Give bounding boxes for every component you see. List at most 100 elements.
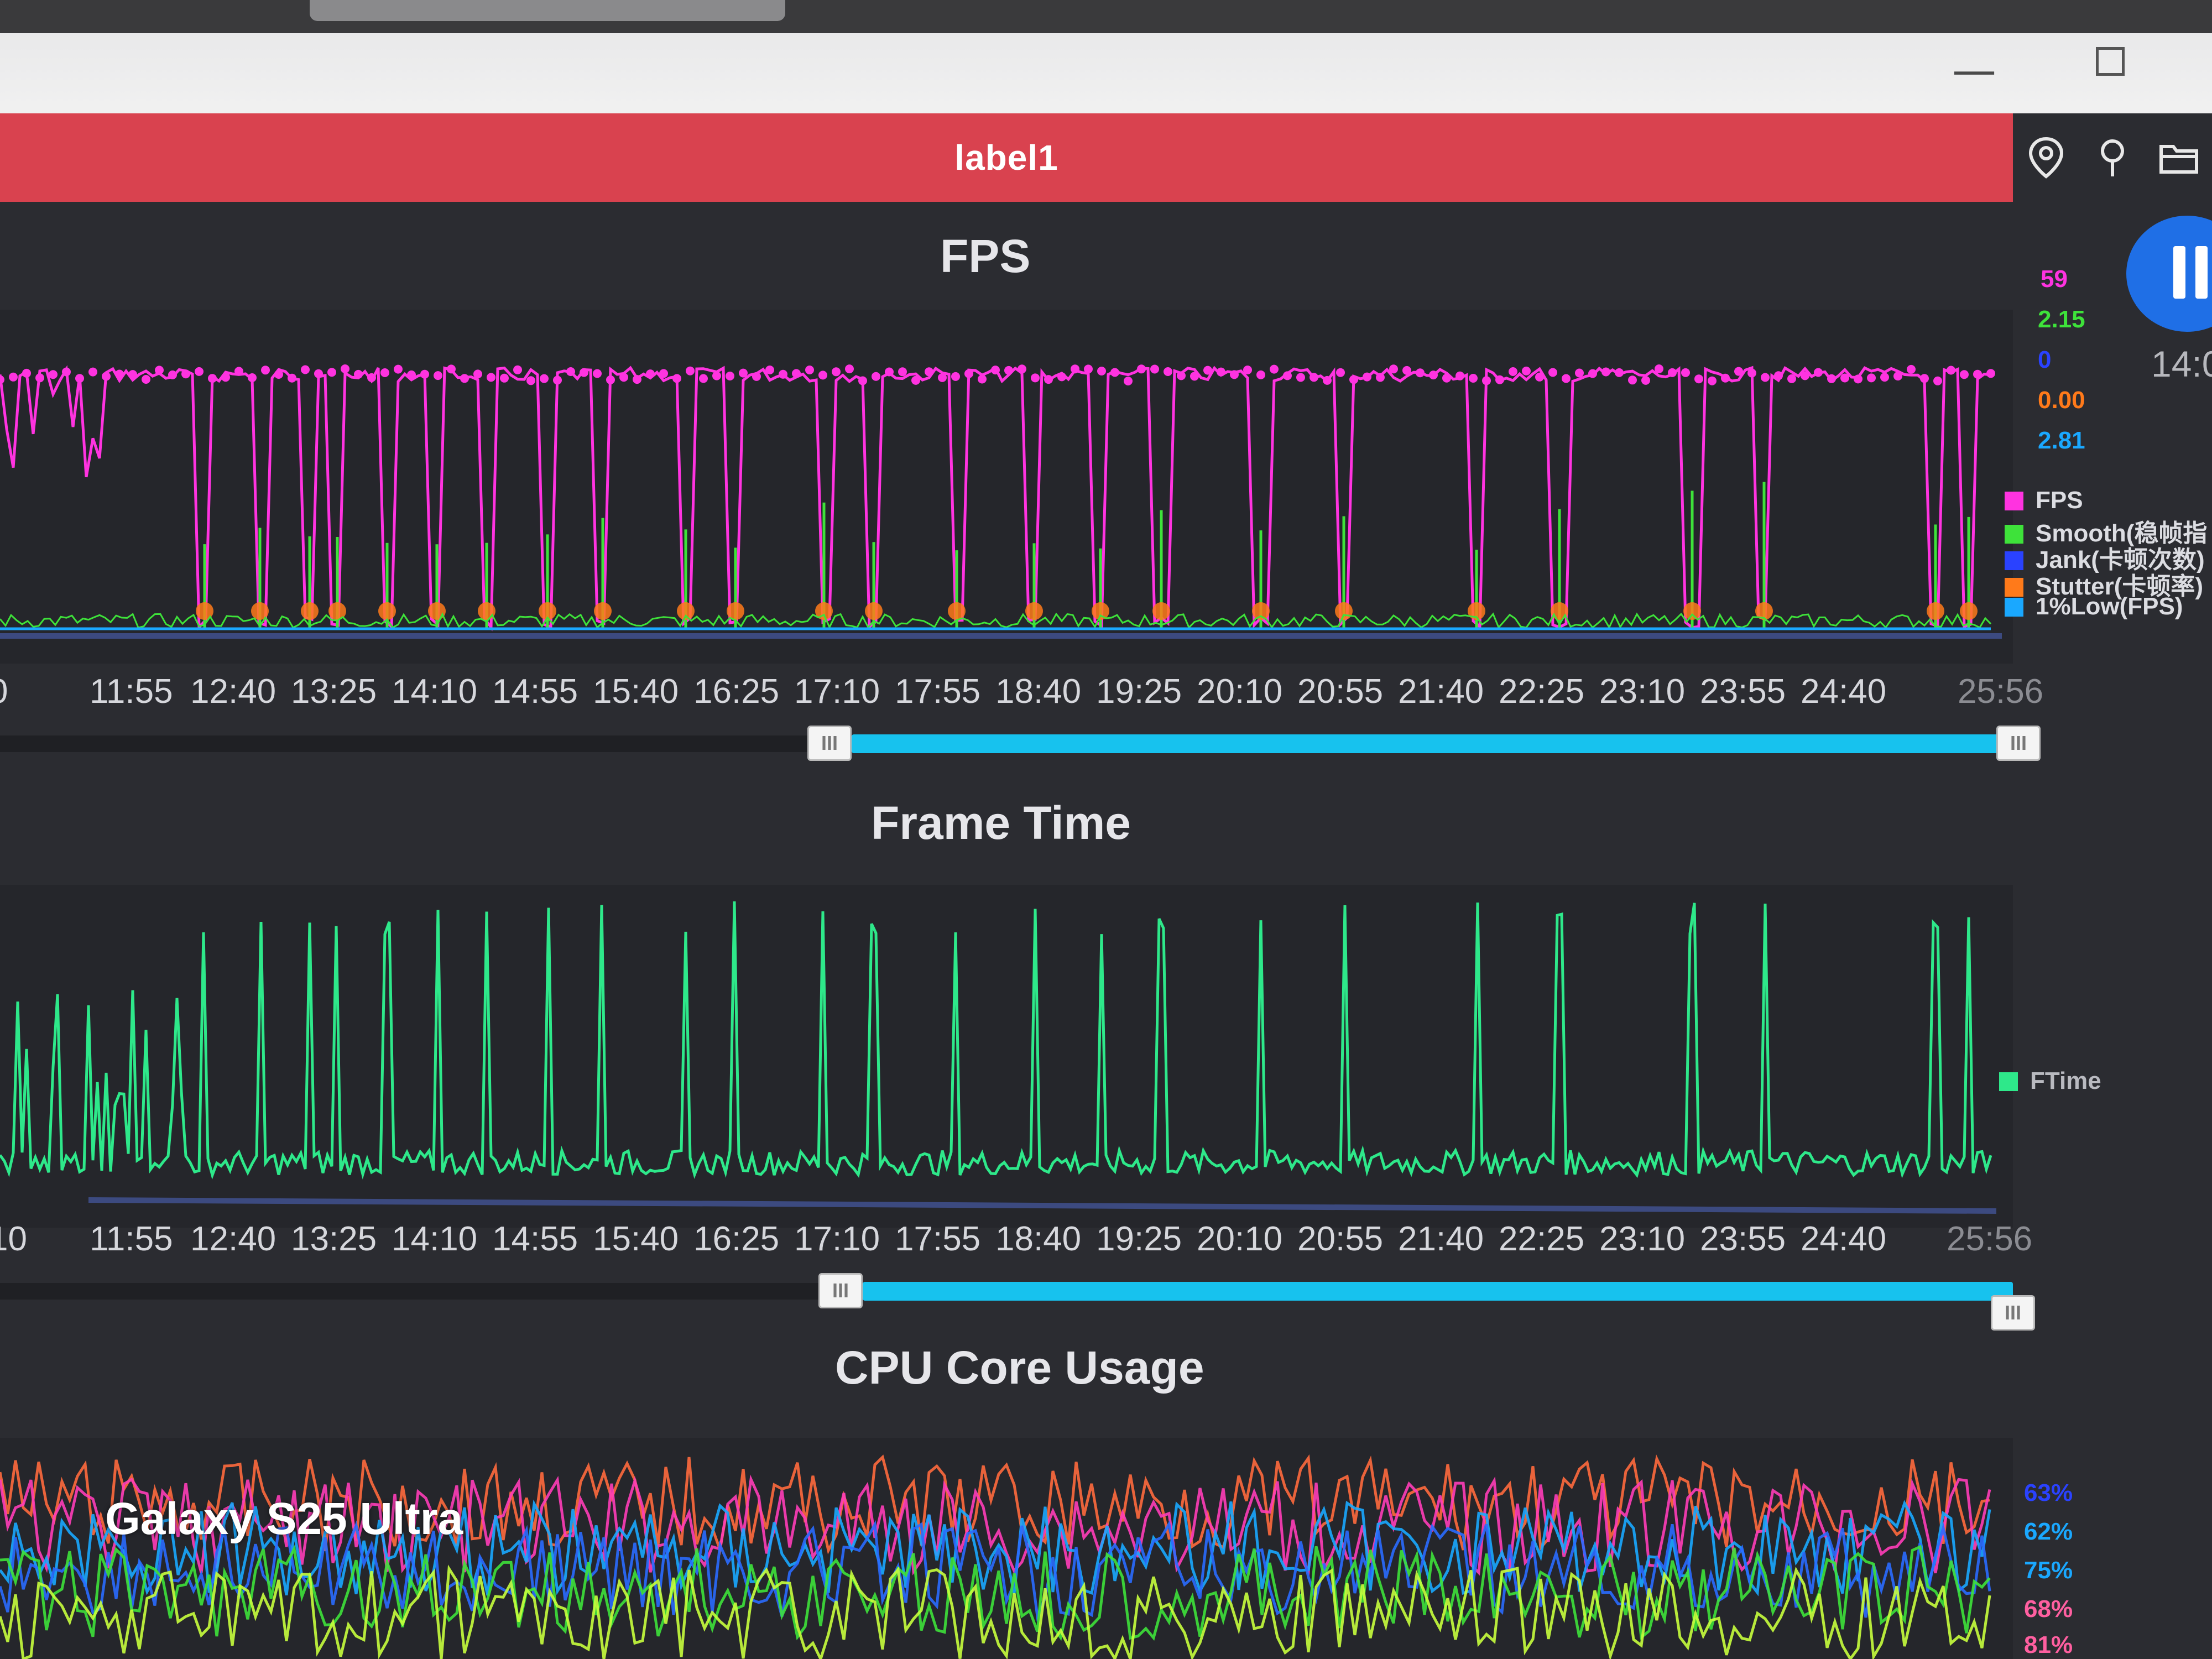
fps-point xyxy=(354,369,363,379)
location-pin-icon[interactable] xyxy=(2024,135,2068,180)
stutter-marker xyxy=(1252,602,1270,620)
legend-swatch-low1 xyxy=(2005,598,2023,617)
time-tick-label: 17:55 xyxy=(895,1220,981,1258)
fps-point xyxy=(712,371,721,380)
fps-scroll-range[interactable] xyxy=(852,734,2030,753)
fps-chart-title: FPS xyxy=(940,230,1031,282)
fps-point xyxy=(1509,367,1517,376)
time-tick-label: 18:40 xyxy=(995,672,1082,711)
fps-point xyxy=(938,373,947,382)
stutter-marker xyxy=(196,602,213,620)
fps-point xyxy=(1761,373,1770,382)
fps-point xyxy=(75,374,84,383)
fps-point xyxy=(9,372,18,382)
time-tick-label: 12:40 xyxy=(190,672,276,711)
stutter-marker xyxy=(1152,602,1170,620)
pause-icon-bar-left xyxy=(2173,246,2185,299)
fps-point xyxy=(885,367,894,377)
legend-stutter[interactable]: Stutter(卡顿率) xyxy=(2005,566,2203,602)
legend-low1[interactable]: 1%Low(FPS) xyxy=(2005,593,2183,620)
cpu-readout-3: 68% xyxy=(2024,1595,2073,1623)
stutter-marker xyxy=(251,602,269,620)
fps-chart-plot[interactable] xyxy=(0,310,2013,664)
time-tick-label: 15:40 xyxy=(593,672,679,711)
fps-point xyxy=(978,374,987,384)
fps-point xyxy=(1177,371,1186,380)
minimize-button[interactable]: — xyxy=(1952,44,1996,96)
fps-point xyxy=(1469,374,1478,383)
frametime-x-axis xyxy=(88,1197,1997,1214)
folder-icon[interactable] xyxy=(2157,135,2201,180)
fps-point xyxy=(1681,368,1690,377)
tab-bar[interactable]: label1 xyxy=(0,113,2013,202)
fps-point xyxy=(1694,374,1703,384)
fps-scroll-handle-right[interactable]: III xyxy=(1996,726,2041,761)
titlebar-notch xyxy=(310,0,785,21)
tab-label: label1 xyxy=(954,138,1058,178)
stutter-marker xyxy=(1025,602,1043,620)
fps-time-axis: 0 11:55 12:40 13:25 14:10 14:55 15:40 16:25 17:1… xyxy=(0,672,2046,716)
cpu-readout-0: 63% xyxy=(2024,1479,2073,1506)
fps-scroll-handle-left[interactable]: III xyxy=(807,726,852,761)
time-tick-label: 22:25 xyxy=(1499,1220,1585,1258)
fps-point xyxy=(1801,371,1809,380)
fps-point xyxy=(1310,373,1318,382)
fps-point xyxy=(580,368,588,377)
toolbar xyxy=(2013,113,2212,202)
frametime-scroll-handle-left[interactable]: III xyxy=(818,1273,863,1308)
fps-point xyxy=(22,368,31,378)
legend-fps[interactable]: FPS xyxy=(2005,487,2083,514)
fps-point xyxy=(646,369,655,379)
maximize-button[interactable] xyxy=(2096,47,2125,76)
fps-point xyxy=(1854,374,1863,384)
fps-readout: 59 xyxy=(2041,265,2068,293)
pause-button[interactable] xyxy=(2126,216,2212,332)
cpu-chart-plot[interactable] xyxy=(0,1438,2013,1659)
fps-point xyxy=(1283,371,1292,380)
fps-point xyxy=(327,368,336,377)
fps-point xyxy=(1973,369,1982,379)
fps-point xyxy=(1933,376,1942,385)
legend-jank[interactable]: Jank(卡顿次数) xyxy=(2005,540,2205,575)
fps-point xyxy=(0,375,4,384)
time-tick-label: 17:10 xyxy=(794,1220,880,1258)
fps-point xyxy=(633,375,641,384)
frametime-scroll-range[interactable] xyxy=(863,1282,2013,1301)
fps-point xyxy=(1137,364,1146,374)
ftime-series-line xyxy=(0,901,1992,1180)
time-tick-label: 20:55 xyxy=(1297,672,1384,711)
fps-point xyxy=(380,368,389,377)
frametime-chart-plot[interactable] xyxy=(0,885,2013,1228)
fps-point xyxy=(1429,371,1438,380)
fps-point xyxy=(1575,368,1584,378)
fps-point xyxy=(208,374,217,383)
fps-point xyxy=(1416,368,1425,378)
fps-point xyxy=(1721,373,1730,383)
cpu-readout-2: 75% xyxy=(2024,1557,2073,1584)
legend-smooth[interactable]: Smooth(稳帧指 xyxy=(2005,513,2207,549)
fps-point xyxy=(911,375,920,385)
fps-point xyxy=(1164,367,1172,376)
time-tick-label: 24:40 xyxy=(1801,1220,1887,1258)
stutter-marker xyxy=(1960,602,1978,620)
fps-point xyxy=(1243,366,1252,374)
map-marker-icon[interactable] xyxy=(2090,135,2135,180)
fps-point xyxy=(1708,376,1717,385)
cpu-core-series-line xyxy=(0,1454,1990,1556)
fps-point xyxy=(1655,364,1663,373)
fps-point xyxy=(872,372,880,381)
side-time-readout: 14:0 xyxy=(2151,343,2212,384)
fps-point xyxy=(1880,373,1889,382)
fps-point xyxy=(765,366,774,374)
frametime-scroll-handle-right[interactable]: III xyxy=(1991,1295,2035,1331)
fps-point xyxy=(1270,364,1279,374)
legend-ftime[interactable]: FTime xyxy=(1999,1067,2101,1095)
fps-point xyxy=(1628,375,1637,385)
fps-point xyxy=(1482,376,1491,385)
fps-point xyxy=(420,369,429,379)
time-tick-label: 20:10 xyxy=(1197,672,1283,711)
fps-point xyxy=(1893,372,1902,381)
low1-readout: 2.81 xyxy=(2038,427,2085,454)
fps-point xyxy=(1057,372,1066,382)
fps-point xyxy=(49,370,58,379)
